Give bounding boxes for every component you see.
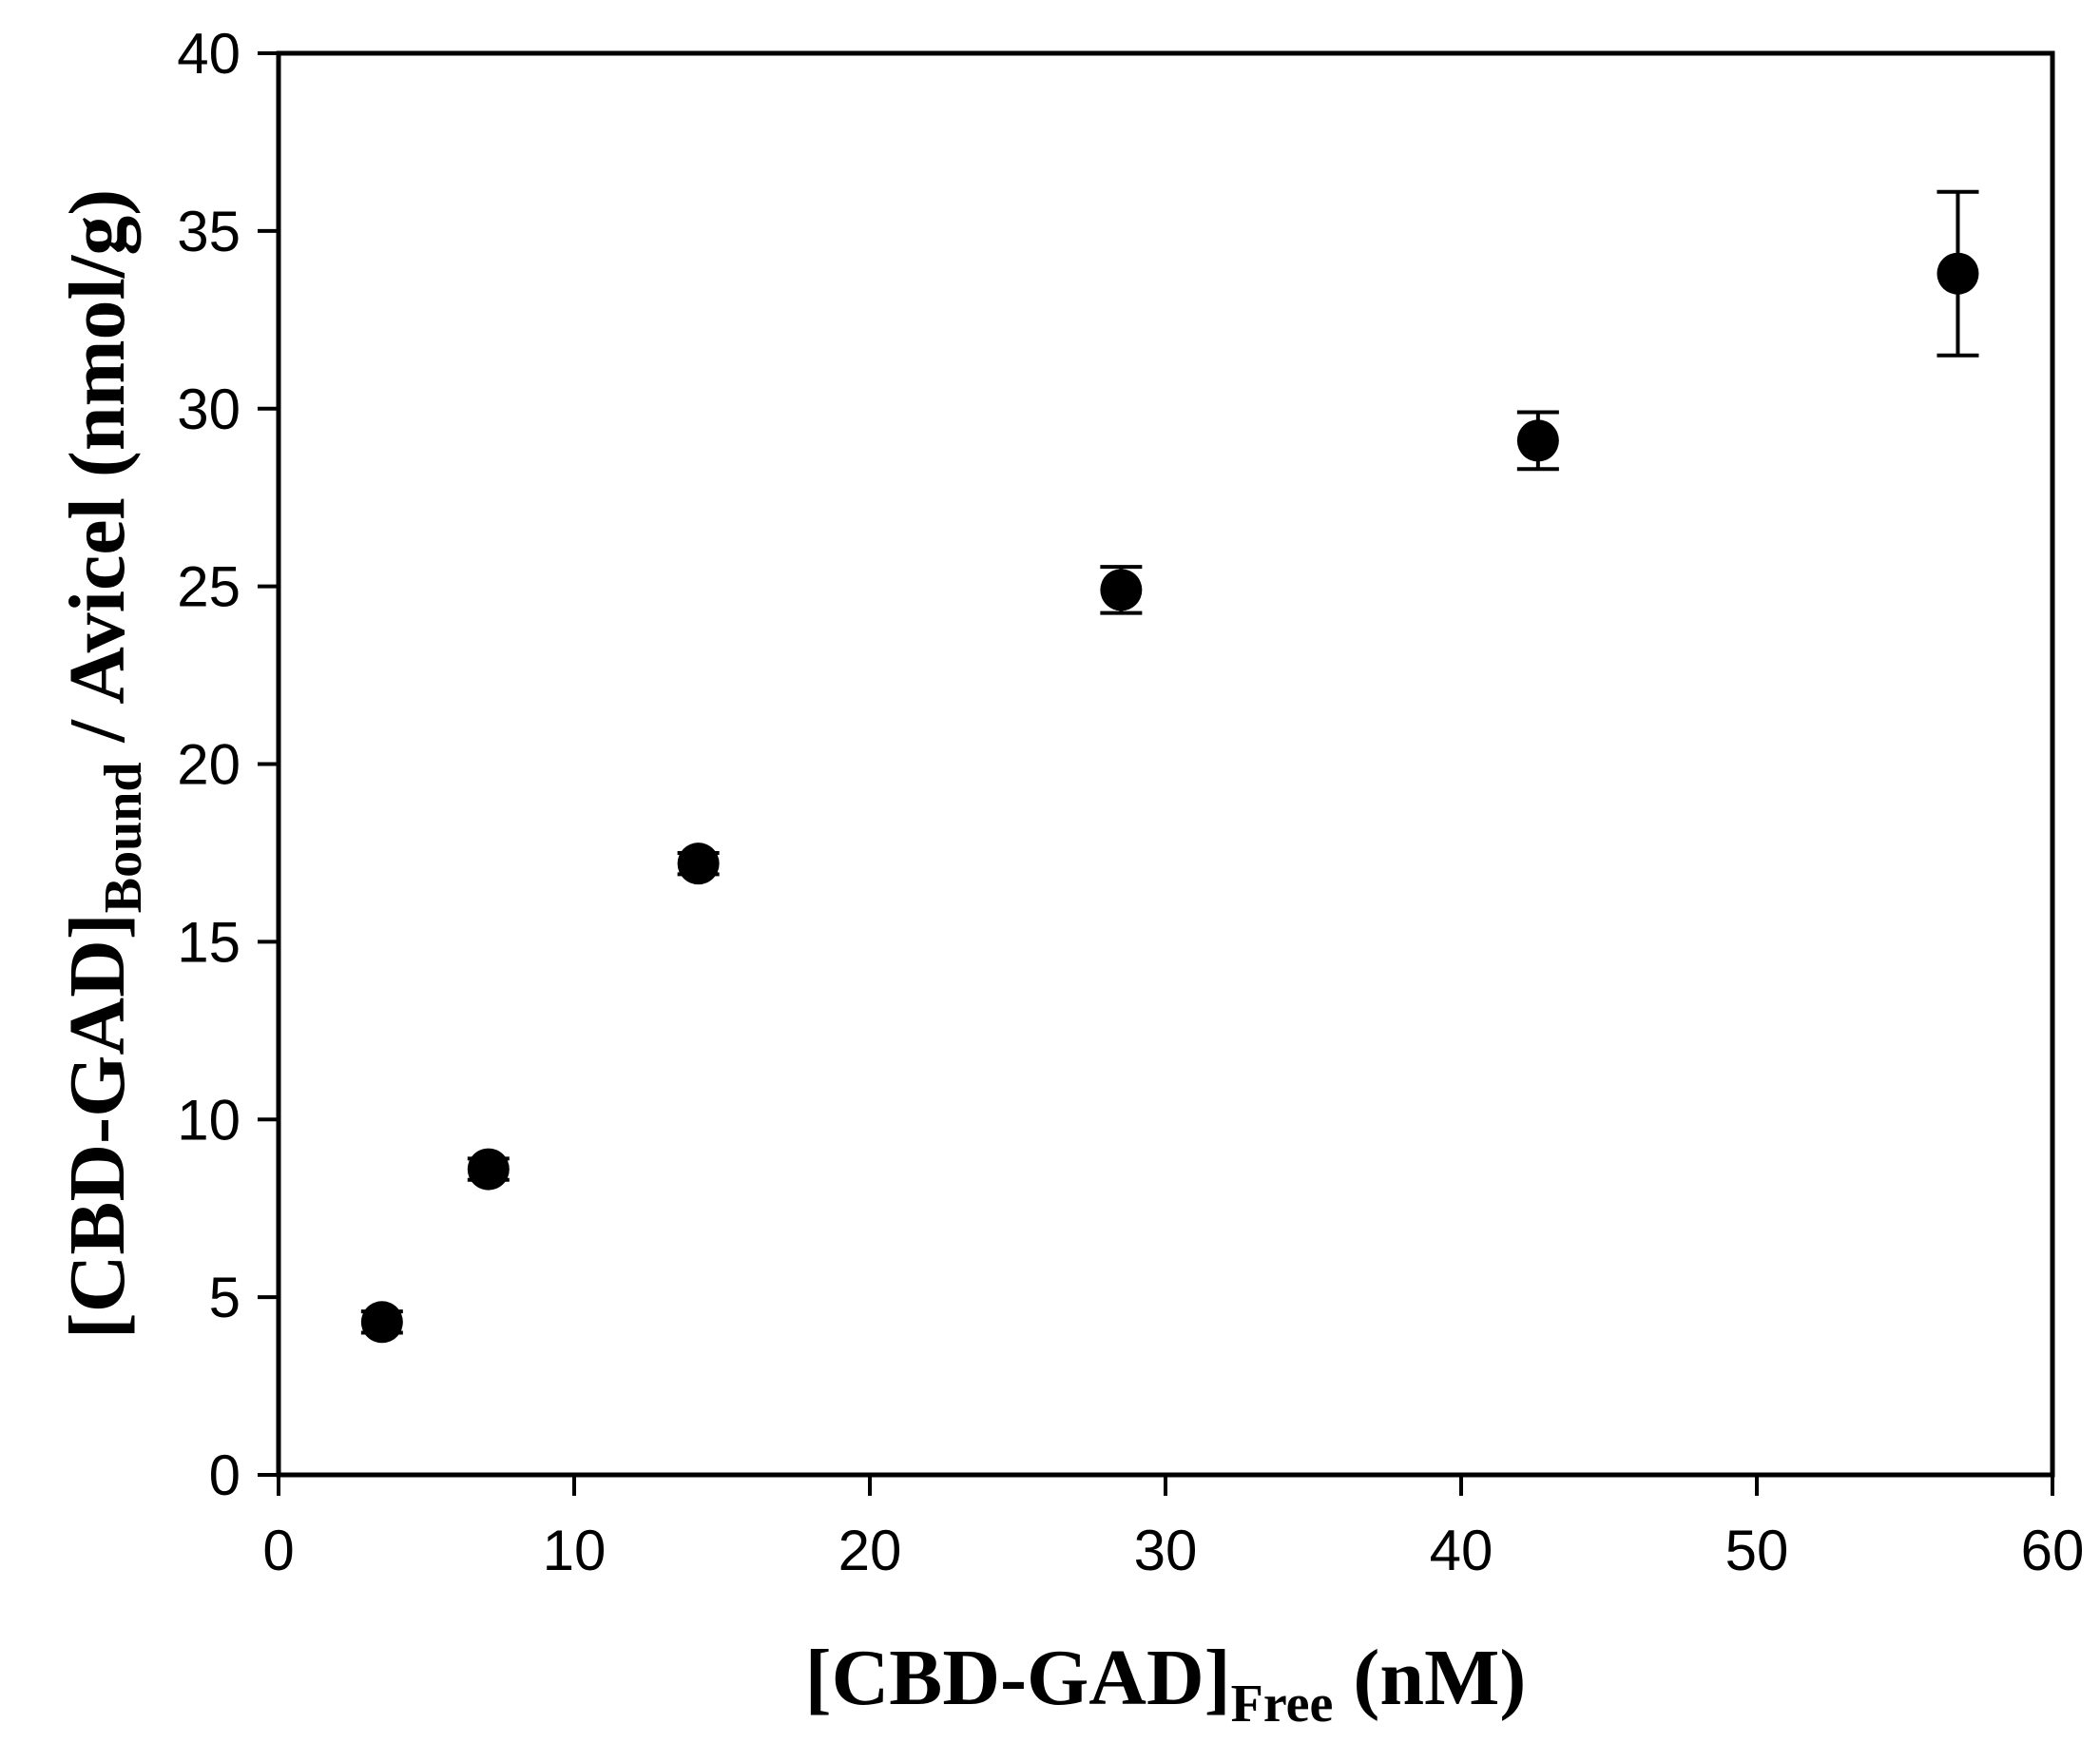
x-axis-title-subscript: Free: [1231, 1675, 1334, 1734]
data-point: [467, 1148, 510, 1191]
x-tick-label: 60: [2021, 1519, 2085, 1582]
data-point: [677, 843, 720, 885]
data-point: [360, 1301, 403, 1344]
data-point: [1936, 252, 1979, 295]
x-axis-ticks: 0 10 20 30 40 50 60: [262, 1475, 2084, 1582]
x-tick-label: 20: [838, 1519, 902, 1582]
x-axis-title-unit: (nM): [1333, 1634, 1526, 1722]
y-tick-label: 5: [209, 1266, 241, 1329]
y-tick-label: 15: [177, 910, 241, 974]
y-axis-title: [CBD-GAD]Bound / Avicel (nmol/g): [53, 189, 153, 1339]
x-tick-label: 40: [1430, 1519, 1493, 1582]
x-tick-label: 10: [543, 1519, 607, 1582]
y-tick-label: 40: [177, 22, 241, 86]
x-tick-label: 50: [1725, 1519, 1789, 1582]
y-tick-label: 35: [177, 200, 241, 263]
y-tick-label: 20: [177, 733, 241, 797]
y-tick-label: 25: [177, 555, 241, 619]
x-tick-label: 30: [1134, 1519, 1198, 1582]
y-tick-label: 0: [209, 1443, 241, 1507]
data-points: [360, 252, 1979, 1344]
data-point: [1516, 419, 1559, 462]
y-tick-label: 30: [177, 378, 241, 441]
data-point: [1100, 569, 1143, 611]
x-axis-title: [CBD-GAD]Free (nM): [805, 1634, 1527, 1734]
y-axis-title-subscript: Bound: [94, 762, 153, 913]
y-axis-title-main: [CBD-GAD]: [53, 913, 142, 1339]
x-tick-label: 0: [262, 1519, 294, 1582]
y-axis-ticks: 0 5 10 15 20 25 30 35 40: [177, 22, 279, 1507]
x-axis-title-main: [CBD-GAD]: [805, 1634, 1231, 1722]
y-tick-label: 10: [177, 1088, 241, 1152]
y-axis-title-unit: / Avicel (nmol/g): [53, 189, 142, 763]
